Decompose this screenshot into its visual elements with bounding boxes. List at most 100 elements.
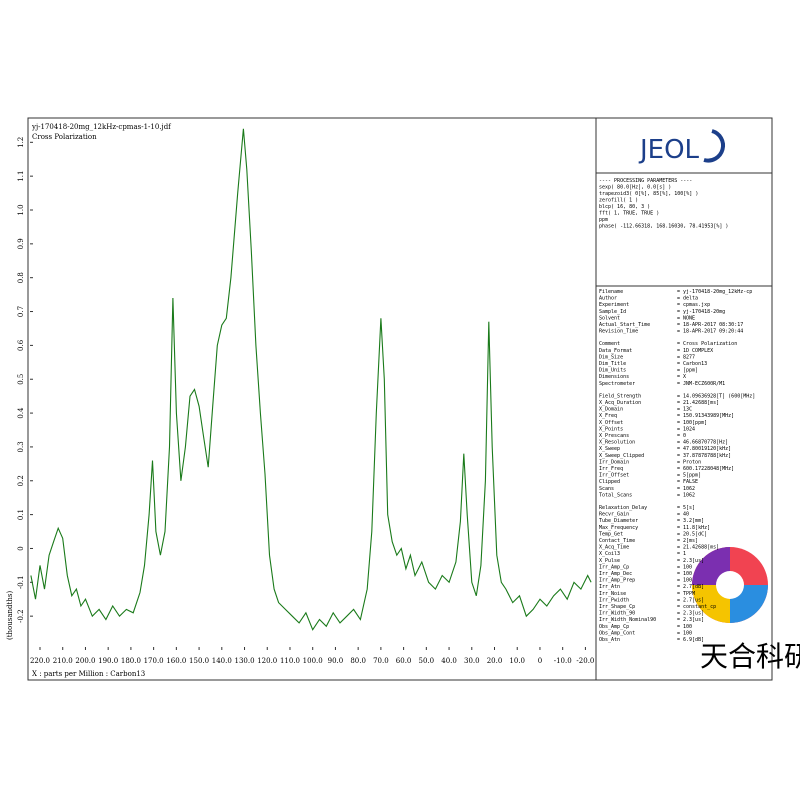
- y-tick-label: -0.2: [17, 609, 25, 623]
- y-axis-label: (thousandths): [6, 591, 14, 640]
- param-key: Dim_Size: [599, 354, 623, 360]
- chart-subtitle: Cross Polarization: [32, 133, 97, 141]
- param-key: X_Sweep_Clipped: [599, 453, 644, 459]
- param-key: Irr_Atn: [599, 584, 620, 590]
- param-value: = 5[ppm]: [677, 473, 701, 479]
- param-value: = TPPM: [677, 591, 695, 597]
- param-key: Irr_Noise: [599, 591, 626, 597]
- param-value: = 46.66870778[Hz]: [677, 440, 728, 446]
- param-key: Spectrometer: [599, 381, 635, 387]
- param-key: Irr_Domain: [599, 459, 629, 465]
- processing-line: zerofill( 1 ): [599, 198, 638, 204]
- x-tick-label: 140.0: [212, 657, 232, 665]
- processing-line: sexp( 80.0[Hz], 0.0[s] ): [599, 185, 671, 191]
- param-key: Revision_Time: [599, 329, 638, 335]
- chart-title: yj-170418-20mg_12kHz-cpmas-1-10.jdf: [31, 123, 172, 131]
- param-key: Solvent: [599, 315, 620, 321]
- param-value: = 11.8[kHz]: [677, 525, 710, 531]
- param-key: Max_Frequency: [599, 525, 638, 531]
- param-value: = 1062: [677, 492, 695, 498]
- param-value: = 18-APR-2017 09:20:44: [677, 329, 743, 335]
- y-tick-label: 1.2: [17, 137, 25, 148]
- param-value: = delta: [677, 296, 698, 302]
- x-tick-label: 210.0: [53, 657, 73, 665]
- param-key: X_Freq: [599, 413, 617, 419]
- param-value: = Cross Polarization: [677, 341, 737, 347]
- param-value: = 1: [677, 551, 686, 557]
- param-key: Irr_Shape_Cp: [599, 604, 635, 610]
- y-tick-label: 0.9: [17, 238, 25, 249]
- param-value: = 37.87878788[kHz]: [677, 453, 731, 459]
- param-key: Irr_Amp_Prep: [599, 578, 635, 584]
- param-value: = NONE: [677, 315, 695, 321]
- param-key: X_Domain: [599, 407, 623, 413]
- y-tick-label: -0.1: [17, 576, 25, 590]
- x-axis-label: X : parts per Million : Carbon13: [32, 670, 145, 678]
- param-value: = 1024: [677, 426, 695, 432]
- frame: [27, 117, 773, 681]
- param-value: = 100: [677, 578, 692, 584]
- x-tick-label: 180.0: [121, 657, 141, 665]
- param-key: Contact_Time: [599, 538, 635, 544]
- x-tick-label: 90.0: [328, 657, 344, 665]
- param-value: = 100: [677, 564, 692, 570]
- x-tick-label: -20.0: [576, 657, 594, 665]
- param-key: Tube_Diameter: [599, 518, 638, 524]
- x-tick-label: 190.0: [98, 657, 118, 665]
- param-value: = 2[ms]: [677, 538, 698, 544]
- x-tick-label: 110.0: [280, 657, 300, 665]
- param-key: Dim_Units: [599, 368, 626, 374]
- param-value: = yj-170418-20mg_12kHz-cp: [677, 289, 752, 295]
- param-key: Relaxation_Delay: [599, 505, 647, 511]
- param-key: Actual_Start_Time: [599, 322, 650, 328]
- x-tick-label: 70.0: [373, 657, 389, 665]
- param-key: X_Prescans: [599, 433, 629, 439]
- x-tick-label: 60.0: [396, 657, 412, 665]
- param-value: = 1D COMPLEX: [677, 348, 713, 354]
- x-tick-label: 120.0: [257, 657, 277, 665]
- param-value: = 47.80019120[kHz]: [677, 446, 731, 452]
- param-key: Recvr_Gain: [599, 512, 629, 518]
- param-key: Irr_Pwidth: [599, 597, 629, 603]
- param-value: = 14.09636928[T] (600[MHz]: [677, 393, 755, 399]
- param-key: Filename: [599, 289, 623, 295]
- y-tick-label: 1.0: [17, 204, 25, 215]
- param-key: Irr_Freq: [599, 466, 623, 472]
- param-value: = 6.9[dB]: [677, 637, 704, 643]
- param-value: = 3.2[mm]: [677, 518, 704, 524]
- processing-line: ---- PROCESSING PARAMETERS ----: [599, 178, 692, 184]
- param-key: Experiment: [599, 302, 629, 308]
- param-value: = 1062: [677, 486, 695, 492]
- x-tick-label: 220.0: [30, 657, 50, 665]
- param-key: Sample_Id: [599, 309, 626, 315]
- param-key: Author: [599, 296, 617, 302]
- param-key: Dimensions: [599, 374, 629, 380]
- param-value: = 0: [677, 433, 686, 439]
- param-value: = 8277: [677, 354, 695, 360]
- param-value: = 2.7[us]: [677, 597, 704, 603]
- y-tick-label: 0: [17, 546, 25, 550]
- param-value: = 600.17228048[MHz]: [677, 466, 734, 472]
- y-tick-label: 0.3: [17, 441, 25, 452]
- param-value: = cpmas.jxp: [677, 302, 710, 308]
- param-value: = 100: [677, 571, 692, 577]
- watermark-text: 天合科研: [700, 640, 800, 673]
- param-value: = 100: [677, 630, 692, 636]
- x-tick-label: 30.0: [464, 657, 480, 665]
- logo: JEOL: [638, 135, 700, 165]
- param-key: Temp_Get: [599, 531, 623, 537]
- param-value: = 150.91343989[MHz]: [677, 413, 734, 419]
- x-tick-label: 100.0: [303, 657, 323, 665]
- param-value: = JNM-ECZ600R/M1: [677, 381, 725, 387]
- x-tick-label: 200.0: [75, 657, 95, 665]
- y-tick-label: 0.4: [17, 407, 25, 419]
- param-value: = [ppm]: [677, 368, 698, 374]
- param-key: X_Coil3: [599, 551, 620, 557]
- x-tick-label: -10.0: [554, 657, 572, 665]
- watermark-icon: [692, 547, 768, 623]
- x-tick-label: 170.0: [144, 657, 164, 665]
- param-value: = FALSE: [677, 479, 698, 485]
- processing-line: blcp( 16, 80, 3 ): [599, 204, 650, 210]
- param-value: = 13C: [677, 407, 692, 413]
